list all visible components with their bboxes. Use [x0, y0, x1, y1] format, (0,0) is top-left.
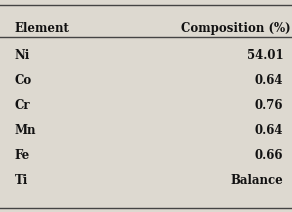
Text: 54.01: 54.01 [247, 49, 283, 62]
Text: Ni: Ni [15, 49, 30, 62]
Text: Composition (%): Composition (%) [181, 22, 291, 35]
Text: Element: Element [15, 22, 69, 35]
Text: 0.64: 0.64 [255, 74, 283, 87]
Text: Ti: Ti [15, 174, 28, 187]
Text: Co: Co [15, 74, 32, 87]
Text: Cr: Cr [15, 99, 30, 112]
Text: Balance: Balance [230, 174, 283, 187]
Text: Fe: Fe [15, 149, 30, 162]
Text: 0.76: 0.76 [255, 99, 283, 112]
Text: 0.66: 0.66 [255, 149, 283, 162]
Text: Mn: Mn [15, 124, 36, 137]
Text: 0.64: 0.64 [255, 124, 283, 137]
